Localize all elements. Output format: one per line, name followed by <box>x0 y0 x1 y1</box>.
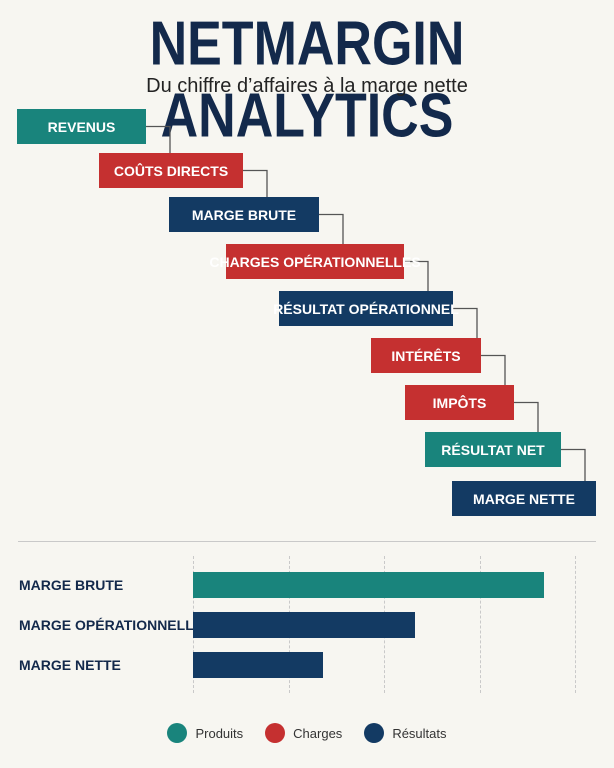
step-label: MARGE BRUTE <box>191 206 297 223</box>
bar-label-marge-nette: MARGE NETTE <box>19 657 121 673</box>
gridline <box>479 556 481 693</box>
step-label: MARGE NETTE <box>473 490 575 507</box>
legend-item-produits: Produits <box>167 723 243 743</box>
step-interets: INTÉRÊTS <box>371 338 481 373</box>
legend-label-charges: Charges <box>293 725 343 741</box>
page-title: NETMARGIN ANALYTICS <box>149 9 465 151</box>
page-subtitle: Du chiffre d’affaires à la marge nette <box>146 75 468 97</box>
step-label: COÛTS DIRECTS <box>113 162 229 179</box>
step-marge-brute: MARGE BRUTE <box>169 197 319 232</box>
section-divider <box>18 541 596 542</box>
step-impots: IMPÔTS <box>405 385 514 420</box>
step-label: INTÉRÊTS <box>391 347 461 364</box>
legend-label-produits: Produits <box>195 725 244 741</box>
step-label: REVENUS <box>47 118 116 135</box>
legend-label-resultats: Résultats <box>392 725 447 741</box>
step-couts-directs: COÛTS DIRECTS <box>99 153 243 188</box>
bar-label-marge-brute: MARGE BRUTE <box>19 577 124 593</box>
gridline <box>575 556 576 693</box>
step-resultat-operationnel: RÉSULTAT OPÉRATIONNEL <box>273 291 459 326</box>
legend-item-resultats: Résultats <box>364 723 447 743</box>
step-label: CHARGES OPÉRATIONNELLES <box>209 253 421 270</box>
step-label: RÉSULTAT OPÉRATIONNEL <box>273 300 459 317</box>
step-marge-nette: MARGE NETTE <box>452 481 596 516</box>
step-label: RÉSULTAT NET <box>441 441 545 458</box>
legend-dot-charges <box>265 723 286 743</box>
legend: Produits Charges Résultats <box>0 723 614 743</box>
legend-item-charges: Charges <box>265 723 342 743</box>
legend-dot-produits <box>167 723 188 743</box>
bar-marge-nette <box>193 652 323 678</box>
legend-dot-resultats <box>364 723 385 743</box>
step-label: IMPÔTS <box>432 394 487 411</box>
step-resultat-net: RÉSULTAT NET <box>425 432 561 467</box>
step-revenus: REVENUS <box>17 109 146 144</box>
bar-marge-operationnelle <box>193 612 415 638</box>
bar-marge-brute <box>193 572 544 598</box>
bar-label-marge-operationnelle: MARGE OPÉRATIONNELLE <box>19 617 204 633</box>
step-charges-operationnelles: CHARGES OPÉRATIONNELLES <box>209 244 421 279</box>
